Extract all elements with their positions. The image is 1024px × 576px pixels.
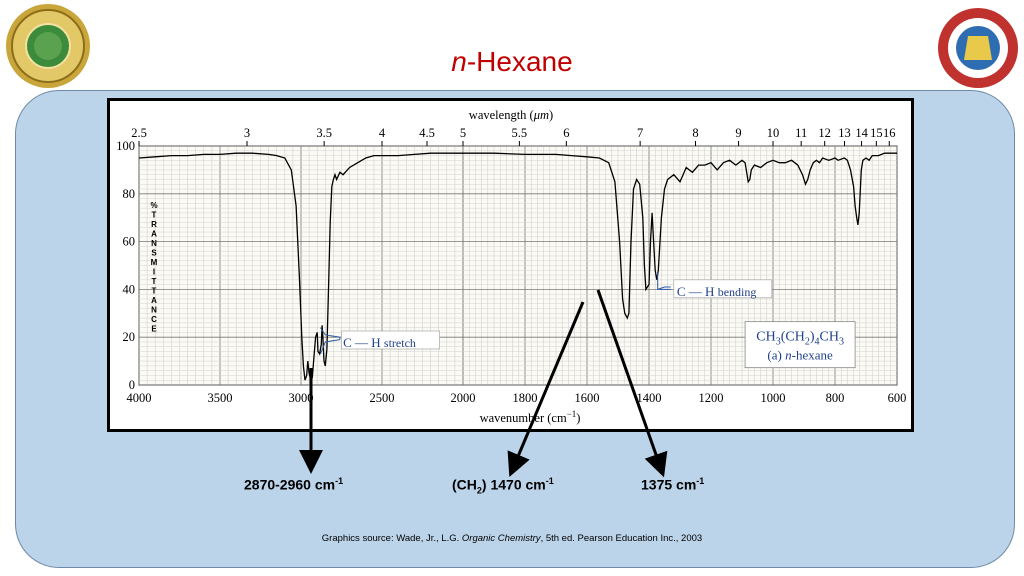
top-tick-label: 15 <box>870 126 883 140</box>
x-tick-label: 3000 <box>289 391 314 405</box>
callout-ch2-bend: (CH2) 1470 cm-1 <box>452 476 554 496</box>
top-tick-label: 9 <box>735 126 741 140</box>
page-title: n-Hexane <box>451 46 573 77</box>
bending-leader-line <box>657 286 671 290</box>
x-tick-label: 2000 <box>451 391 476 405</box>
pharmacy-college-logo <box>938 8 1018 88</box>
top-tick-label: 3 <box>244 126 250 140</box>
x-tick-label: 800 <box>826 391 845 405</box>
compound-label-box <box>744 321 856 369</box>
y-axis-label-letter: N <box>151 306 157 315</box>
top-tick-label: 8 <box>692 126 698 140</box>
y-axis-label-letter: T <box>152 287 157 296</box>
top-tick-label: 14 <box>855 126 868 140</box>
y-axis-label-letter: I <box>153 268 155 277</box>
y-axis-label-letter: A <box>151 296 157 305</box>
ch-stretch-label: C — H stretch <box>343 335 416 350</box>
callout-ch3-bend: 1375 cm-1 <box>641 476 705 493</box>
top-tick-label: 12 <box>818 126 831 140</box>
y-axis-label-letter: M <box>151 258 158 267</box>
stretch-label-box <box>341 330 440 350</box>
top-tick-label: 4 <box>379 126 386 140</box>
y-axis-label-letter: T <box>152 277 157 286</box>
spectrum-line <box>138 152 897 382</box>
y-axis-label-letter: R <box>151 220 157 229</box>
bending-label-box <box>673 279 773 299</box>
top-tick-label: 10 <box>767 126 780 140</box>
y-axis-label-letter: C <box>151 315 157 324</box>
x-tick-label: 1400 <box>637 391 662 405</box>
y-axis-label-letter: A <box>151 230 157 239</box>
top-tick-label: 5 <box>460 126 466 140</box>
callout-ch-stretch: 2870-2960 cm-1 <box>244 476 344 493</box>
x-tick-label: 4000 <box>127 391 152 405</box>
top-tick-label: 3.5 <box>316 126 332 140</box>
ch-bending-label: C — H bending <box>677 284 756 299</box>
x-tick-label: 1800 <box>513 391 538 405</box>
ir-spectrum-chart: 4000 3500 3000 2500 2000 1800 1600 1400 1200 1000… <box>107 98 914 432</box>
x-tick-label: 600 <box>888 391 907 405</box>
top-tick-label: 4.5 <box>419 126 435 140</box>
arrow-ch3-bend <box>596 289 668 478</box>
top-tick-label: 7 <box>637 126 643 140</box>
y-axis-label-letter: T <box>152 211 157 220</box>
arrow-ch2-bend <box>507 301 585 478</box>
x-tick-label: 1200 <box>699 391 724 405</box>
top-tick-label: 5.5 <box>512 126 528 140</box>
y-tick-label: 0 <box>129 378 135 392</box>
y-tick-label: 20 <box>123 330 136 344</box>
y-tick-label: 100 <box>116 139 135 153</box>
y-tick-label: 60 <box>123 235 136 249</box>
graphics-source-credit: Graphics source: Wade, Jr., L.G. Organic… <box>321 533 703 544</box>
x-axis-title: wavenumber (cm−1) <box>480 409 581 425</box>
top-tick-label: 16 <box>883 126 896 140</box>
y-tick-label: 40 <box>123 282 136 296</box>
y-axis-label-letter: % <box>150 201 157 210</box>
x-tick-label: 3500 <box>208 391 233 405</box>
y-axis-label-letter: E <box>151 325 157 334</box>
top-axis-title: wavelength (μm) <box>469 108 553 122</box>
x-tick-label: 1600 <box>575 391 600 405</box>
top-tick-label: 13 <box>838 126 851 140</box>
compound-name: (a) n-hexane <box>767 348 833 363</box>
university-seal-logo <box>6 4 90 88</box>
y-tick-label: 80 <box>123 187 136 201</box>
stretch-leader-line <box>320 327 341 340</box>
compound-formula: CH3(CH2)4CH3 <box>756 330 844 348</box>
stretch-leader-line <box>319 339 340 355</box>
y-axis-label-letter: N <box>151 239 157 248</box>
top-tick-label: 6 <box>563 126 569 140</box>
y-axis-label-letter: S <box>151 249 157 258</box>
x-tick-label: 2500 <box>370 391 395 405</box>
top-tick-label: 11 <box>795 126 807 140</box>
top-tick-label: 2.5 <box>131 126 147 140</box>
x-tick-label: 1000 <box>761 391 786 405</box>
